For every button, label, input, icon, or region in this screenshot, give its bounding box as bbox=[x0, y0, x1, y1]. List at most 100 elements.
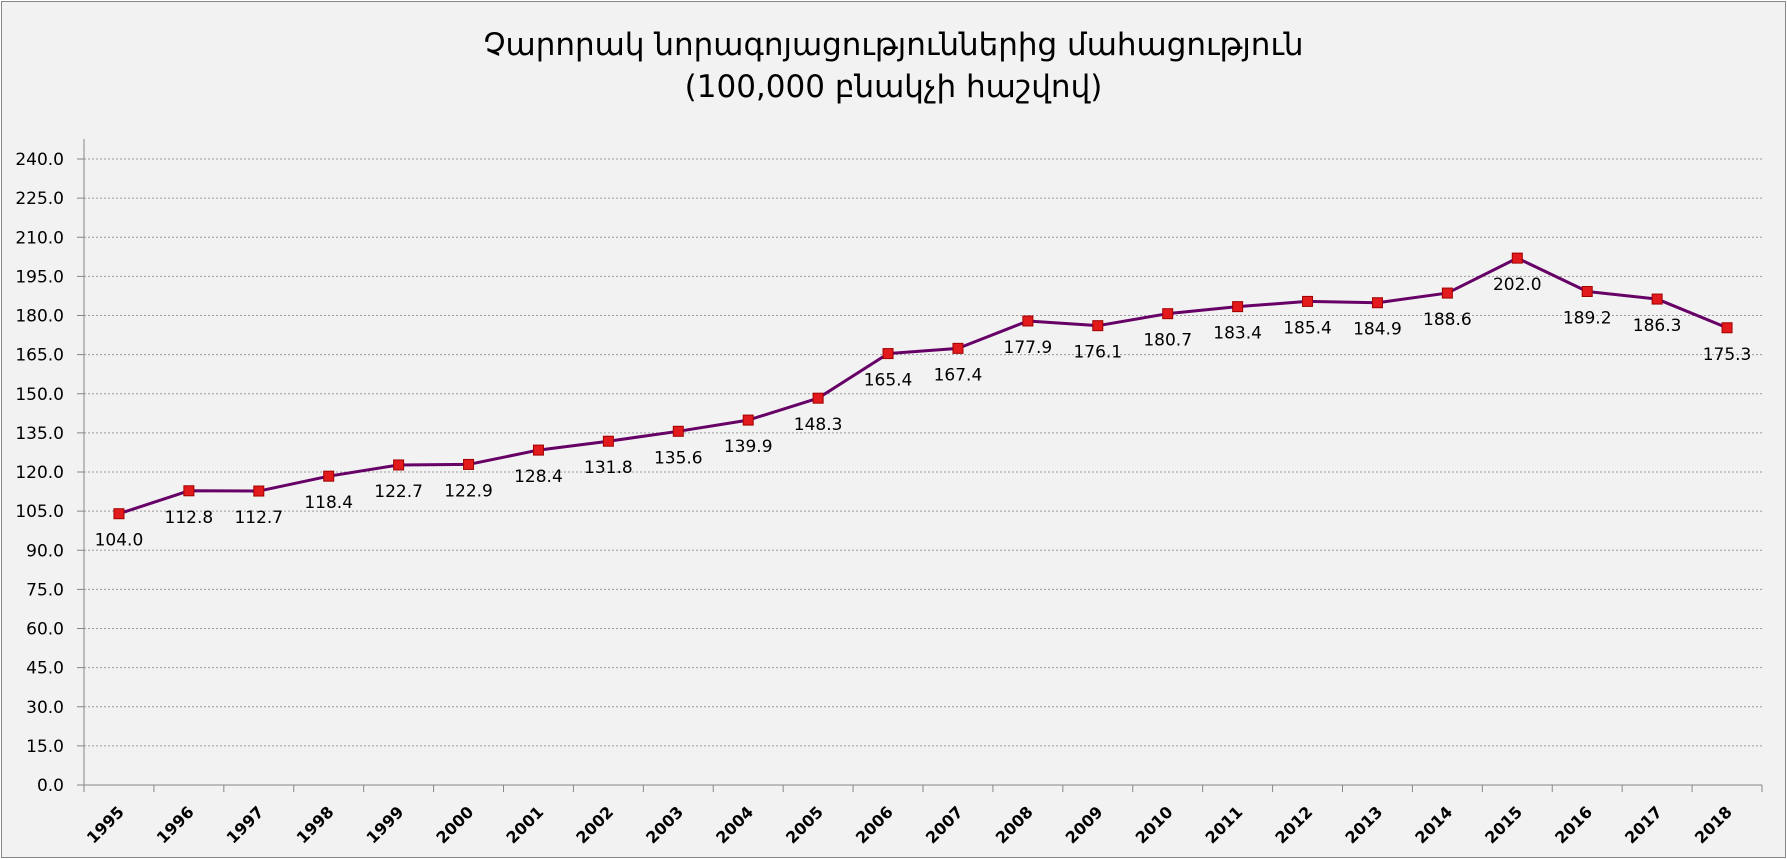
data-label: 122.9 bbox=[444, 481, 493, 501]
x-tick-label: 2002 bbox=[572, 802, 617, 847]
x-tick-label: 2018 bbox=[1691, 802, 1736, 847]
x-tick-label: 2010 bbox=[1132, 802, 1177, 847]
data-label: 131.8 bbox=[584, 458, 633, 478]
data-label: 175.3 bbox=[1703, 345, 1752, 365]
data-point bbox=[1022, 315, 1034, 327]
data-label: 122.7 bbox=[374, 482, 423, 502]
y-tick-label: 0.0 bbox=[37, 776, 64, 796]
data-point bbox=[1511, 252, 1523, 264]
x-tick-label: 1999 bbox=[363, 802, 408, 847]
data-label: 112.7 bbox=[234, 508, 283, 528]
series-layer bbox=[118, 256, 1728, 516]
data-label: 184.9 bbox=[1353, 320, 1402, 340]
data-labels: 104.0 112.8 112.7 118.4 122.7 122.9 128.4 131.8… bbox=[95, 275, 1752, 551]
y-tick-label: 45.0 bbox=[26, 659, 64, 679]
y-tick-label: 105.0 bbox=[15, 502, 64, 522]
markers bbox=[113, 252, 1733, 520]
data-point bbox=[1441, 287, 1453, 299]
data-point bbox=[463, 458, 475, 470]
data-label: 185.4 bbox=[1283, 318, 1332, 338]
x-tick-label: 2005 bbox=[782, 802, 827, 847]
gridlines bbox=[84, 158, 1762, 747]
data-label: 186.3 bbox=[1633, 316, 1682, 336]
series-line bbox=[118, 256, 1728, 516]
x-tick-label: 2003 bbox=[642, 802, 687, 847]
data-point bbox=[1092, 320, 1104, 332]
x-tick-label: 2012 bbox=[1271, 802, 1316, 847]
data-label: 167.4 bbox=[934, 365, 983, 385]
data-label: 180.7 bbox=[1143, 331, 1192, 351]
data-label: 189.2 bbox=[1563, 309, 1612, 329]
data-label: 176.1 bbox=[1073, 343, 1122, 363]
y-tick-label: 165.0 bbox=[15, 346, 64, 366]
x-tick-label: 2008 bbox=[992, 802, 1037, 847]
data-label: 165.4 bbox=[864, 371, 913, 391]
data-point bbox=[812, 392, 824, 404]
x-tick-label: 2009 bbox=[1062, 802, 1107, 847]
y-tick-label: 135.0 bbox=[15, 424, 64, 444]
x-tick-label: 2000 bbox=[432, 802, 477, 847]
data-point bbox=[183, 485, 195, 497]
x-tick-label: 2004 bbox=[712, 802, 757, 847]
data-label: 118.4 bbox=[304, 493, 353, 513]
x-tick-label: 2016 bbox=[1551, 802, 1596, 847]
y-tick-label: 240.0 bbox=[15, 150, 64, 170]
data-point bbox=[323, 470, 335, 482]
data-point bbox=[393, 459, 405, 471]
y-tick-label: 90.0 bbox=[26, 541, 64, 561]
y-tick-label: 30.0 bbox=[26, 698, 64, 718]
data-label: 139.9 bbox=[724, 437, 773, 457]
x-tick-label: 1997 bbox=[223, 802, 268, 847]
data-point bbox=[1232, 301, 1244, 313]
data-label: 177.9 bbox=[1004, 338, 1053, 358]
data-point bbox=[1302, 295, 1314, 307]
y-axis-ticks: 0.0 15.0 30.0 45.0 60.0 75.0 90.0 105.0 120.0 135… bbox=[15, 150, 84, 796]
data-point bbox=[672, 425, 684, 437]
x-tick-label: 2013 bbox=[1341, 802, 1386, 847]
axes bbox=[83, 139, 1762, 786]
data-label: 128.4 bbox=[514, 467, 563, 487]
y-tick-label: 15.0 bbox=[26, 737, 64, 757]
x-tick-label: 1995 bbox=[83, 802, 128, 847]
data-point bbox=[742, 414, 754, 426]
x-axis-ticks: 1995 1996 1997 1998 1999 2000 2001 2002 2003 2004… bbox=[83, 785, 1763, 847]
x-tick-label: 2006 bbox=[852, 802, 897, 847]
y-tick-label: 180.0 bbox=[15, 307, 64, 327]
y-tick-label: 60.0 bbox=[26, 620, 64, 640]
data-label: 148.3 bbox=[794, 415, 843, 435]
data-label: 183.4 bbox=[1213, 324, 1262, 344]
data-label: 104.0 bbox=[95, 531, 144, 551]
x-tick-label: 2014 bbox=[1411, 802, 1456, 847]
data-point bbox=[1721, 322, 1733, 334]
x-tick-label: 2007 bbox=[922, 802, 967, 847]
y-tick-label: 225.0 bbox=[15, 189, 64, 209]
data-label: 112.8 bbox=[165, 508, 214, 528]
data-point bbox=[602, 435, 614, 447]
x-tick-label: 1996 bbox=[153, 802, 198, 847]
chart-subtitle: (100,000 բնակչի հաշվով) bbox=[684, 69, 1103, 105]
y-tick-label: 150.0 bbox=[15, 385, 64, 405]
y-tick-label: 75.0 bbox=[26, 580, 64, 600]
y-tick-label: 195.0 bbox=[15, 267, 64, 287]
x-tick-label: 1998 bbox=[293, 802, 338, 847]
x-tick-label: 2001 bbox=[502, 802, 547, 847]
data-point bbox=[952, 342, 964, 354]
x-tick-label: 2015 bbox=[1481, 802, 1526, 847]
x-tick-label: 2017 bbox=[1621, 802, 1666, 847]
data-point bbox=[1651, 293, 1663, 305]
y-tick-label: 210.0 bbox=[15, 228, 64, 248]
data-point bbox=[1162, 308, 1174, 320]
data-label: 188.6 bbox=[1423, 310, 1472, 330]
data-point bbox=[882, 348, 894, 360]
chart-title-line: Չարորակ նորագոյացություններից մահացությո… bbox=[483, 27, 1304, 63]
y-tick-label: 120.0 bbox=[15, 463, 64, 483]
data-point bbox=[1581, 286, 1593, 298]
chart-title: Չարորակ նորագոյացություններից մահացությո… bbox=[2, 24, 1785, 108]
data-label: 202.0 bbox=[1493, 275, 1542, 295]
data-point bbox=[253, 485, 265, 497]
data-point bbox=[113, 508, 125, 520]
x-tick-label: 2011 bbox=[1202, 802, 1247, 847]
data-point bbox=[532, 444, 544, 456]
